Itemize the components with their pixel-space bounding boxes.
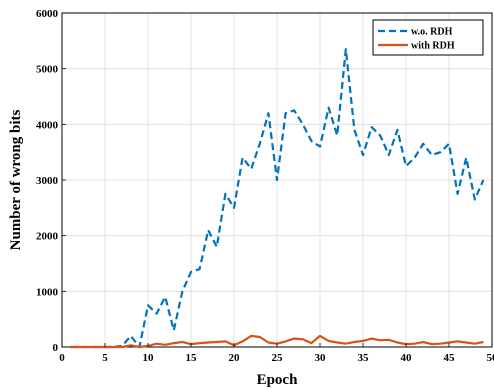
legend-box xyxy=(372,19,484,56)
y-tick-label: 5000 xyxy=(36,64,59,76)
x-tick-label: 5 xyxy=(102,352,108,364)
y-axis-label: Number of wrong bits xyxy=(8,109,24,250)
legend-label-with-rdh: with RDH xyxy=(411,41,455,52)
x-tick-labels: 0 5 10 15 20 25 30 35 40 45 50 xyxy=(59,343,494,364)
x-tick-label: 50 xyxy=(487,352,494,364)
y-tick-label: 3000 xyxy=(36,175,59,187)
x-axis-label: Epoch xyxy=(257,372,299,388)
x-tick-label: 10 xyxy=(143,352,155,364)
x-tick-label: 20 xyxy=(229,352,241,364)
y-tick-label: 4000 xyxy=(36,119,59,131)
y-tick-labels: 0 1000 2000 3000 4000 5000 6000 xyxy=(36,8,66,354)
x-tick-label: 15 xyxy=(186,352,198,364)
y-tick-label: 0 xyxy=(53,342,59,354)
y-tick-label: 6000 xyxy=(36,8,59,20)
y-tick-label: 2000 xyxy=(36,231,59,243)
y-tick-label: 1000 xyxy=(36,286,59,298)
x-tick-label: 30 xyxy=(315,352,327,364)
x-tick-label: 25 xyxy=(272,352,284,364)
legend: w.o. RDH with RDH xyxy=(372,19,484,56)
x-tick-label: 40 xyxy=(401,352,413,364)
x-tick-label: 45 xyxy=(444,352,456,364)
x-tick-label: 35 xyxy=(358,352,370,364)
legend-label-wo-rdh: w.o. RDH xyxy=(411,27,453,38)
x-tick-label: 0 xyxy=(59,352,65,364)
